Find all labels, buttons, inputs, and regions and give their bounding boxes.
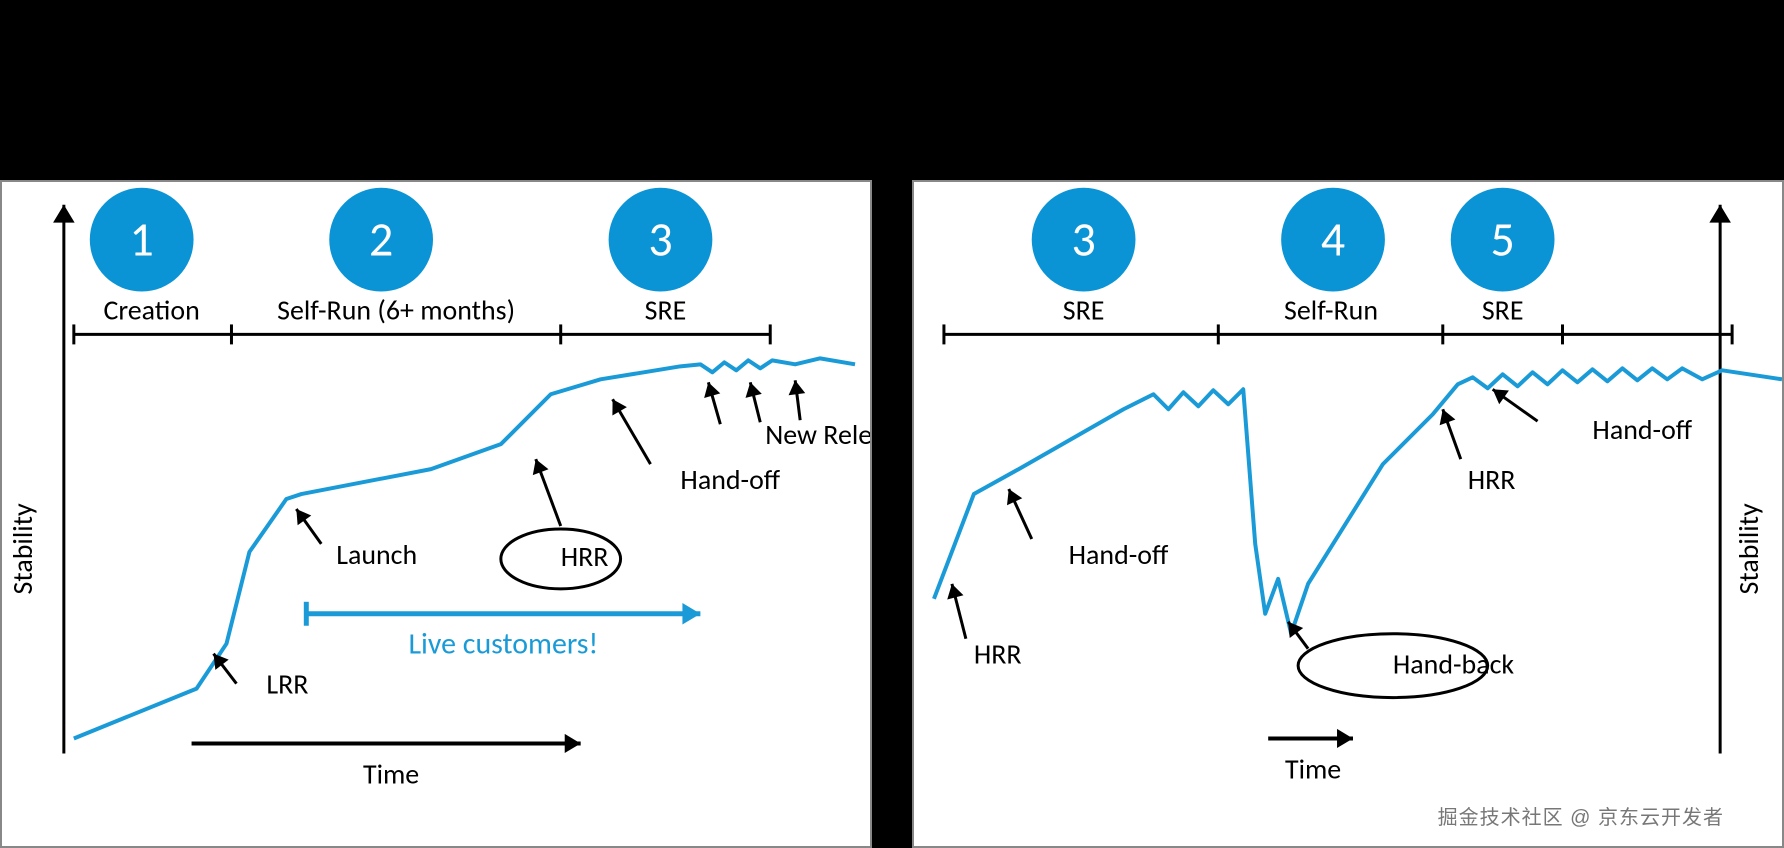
svg-text:Stability: Stability [1731, 503, 1766, 594]
svg-text:Creation: Creation [104, 292, 200, 327]
svg-text:Hand-off: Hand-off [1069, 537, 1169, 572]
right-panel: 3 SRE 4 Self-Run 5 SRE Stability HRR Hand-off Han… [912, 180, 1784, 848]
svg-text:5: 5 [1491, 210, 1515, 269]
svg-text:HRR: HRR [1468, 462, 1516, 497]
left-diagram-svg: 1 Creation 2 Self-Run (6+ months) 3 SRE Stabil… [2, 182, 870, 846]
svg-text:LRR: LRR [266, 667, 308, 702]
svg-text:3: 3 [1071, 210, 1095, 269]
svg-text:Time: Time [363, 756, 419, 791]
svg-text:Live customers!: Live customers! [408, 627, 598, 663]
svg-text:HRR: HRR [974, 637, 1022, 672]
svg-text:Hand-back: Hand-back [1393, 647, 1515, 682]
svg-text:Time: Time [1285, 751, 1341, 786]
svg-text:SRE: SRE [645, 292, 687, 327]
right-diagram-svg: 3 SRE 4 Self-Run 5 SRE Stability HRR Hand-off Han… [914, 182, 1782, 846]
svg-text:1: 1 [130, 210, 154, 269]
svg-text:SRE: SRE [1482, 292, 1524, 327]
svg-text:Self-Run: Self-Run [1284, 292, 1378, 327]
svg-text:SRE: SRE [1063, 292, 1105, 327]
svg-text:Self-Run (6+ months): Self-Run (6+ months) [277, 292, 515, 327]
left-panel: 1 Creation 2 Self-Run (6+ months) 3 SRE Stabil… [0, 180, 872, 848]
svg-text:3: 3 [648, 210, 672, 269]
svg-text:Hand-off: Hand-off [1592, 412, 1692, 447]
svg-text:Hand-off: Hand-off [680, 462, 780, 497]
svg-text:4: 4 [1321, 210, 1345, 269]
svg-text:HRR: HRR [561, 539, 609, 574]
svg-text:Stability: Stability [5, 503, 40, 594]
svg-text:Launch: Launch [336, 537, 417, 572]
svg-text:2: 2 [369, 210, 393, 269]
svg-text:New Releases: New Releases [765, 417, 870, 452]
